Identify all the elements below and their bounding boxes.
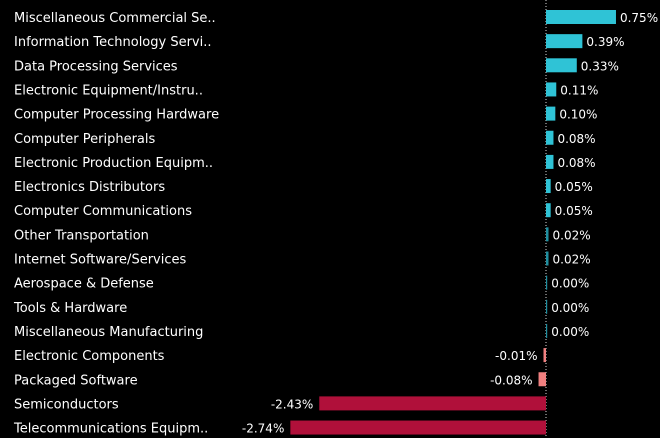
category-label: Tools & Hardware (13, 301, 127, 316)
value-label: -0.08% (490, 373, 532, 387)
bar (543, 348, 546, 363)
bar (290, 420, 546, 435)
bar (546, 34, 583, 49)
bar (546, 203, 551, 218)
value-label: 0.11% (560, 83, 598, 97)
category-label: Telecommunications Equipm.. (13, 422, 208, 437)
bar (546, 299, 548, 314)
value-label: 0.08% (557, 156, 595, 170)
value-label: 0.39% (586, 35, 624, 49)
category-label: Information Technology Servi.. (14, 35, 212, 50)
category-label: Internet Software/Services (14, 253, 186, 268)
value-label: 0.10% (559, 108, 597, 122)
bar (546, 106, 556, 121)
category-label: Data Processing Services (14, 59, 178, 74)
category-label: Computer Peripherals (14, 132, 156, 147)
bar (546, 323, 548, 338)
value-label: 0.02% (553, 253, 591, 267)
category-label: Electronics Distributors (14, 180, 165, 195)
value-label: -2.74% (242, 422, 284, 436)
bar (546, 251, 549, 266)
category-label: Electronic Components (14, 349, 165, 364)
category-label: Other Transportation (14, 228, 149, 243)
bar (546, 227, 549, 242)
value-label: 0.00% (551, 325, 589, 339)
bar (319, 396, 546, 411)
category-label: Electronic Production Equipm.. (14, 156, 213, 171)
bar (546, 275, 548, 290)
bar (538, 372, 546, 387)
value-label: 0.75% (620, 11, 658, 25)
value-label: 0.08% (557, 132, 595, 146)
value-label: 0.00% (551, 277, 589, 291)
value-label: 0.00% (551, 301, 589, 315)
bar (546, 58, 577, 73)
bar (546, 154, 554, 169)
category-label: Miscellaneous Manufacturing (14, 325, 203, 340)
category-label: Aerospace & Defense (14, 277, 154, 292)
value-label: 0.02% (553, 228, 591, 242)
category-label: Computer Processing Hardware (14, 108, 219, 123)
bar (546, 130, 554, 145)
bar (546, 82, 557, 97)
category-label: Packaged Software (14, 373, 138, 388)
value-label: -0.01% (495, 349, 537, 363)
category-label: Electronic Equipment/Instru.. (14, 83, 203, 98)
value-label: 0.05% (555, 204, 593, 218)
value-label: -2.43% (271, 397, 313, 411)
category-label: Miscellaneous Commercial Se.. (14, 11, 216, 26)
value-label: 0.33% (581, 59, 619, 73)
bar (546, 179, 551, 194)
category-label: Semiconductors (14, 397, 119, 412)
category-label: Computer Communications (14, 204, 192, 219)
value-label: 0.05% (555, 180, 593, 194)
bar (546, 10, 616, 24)
